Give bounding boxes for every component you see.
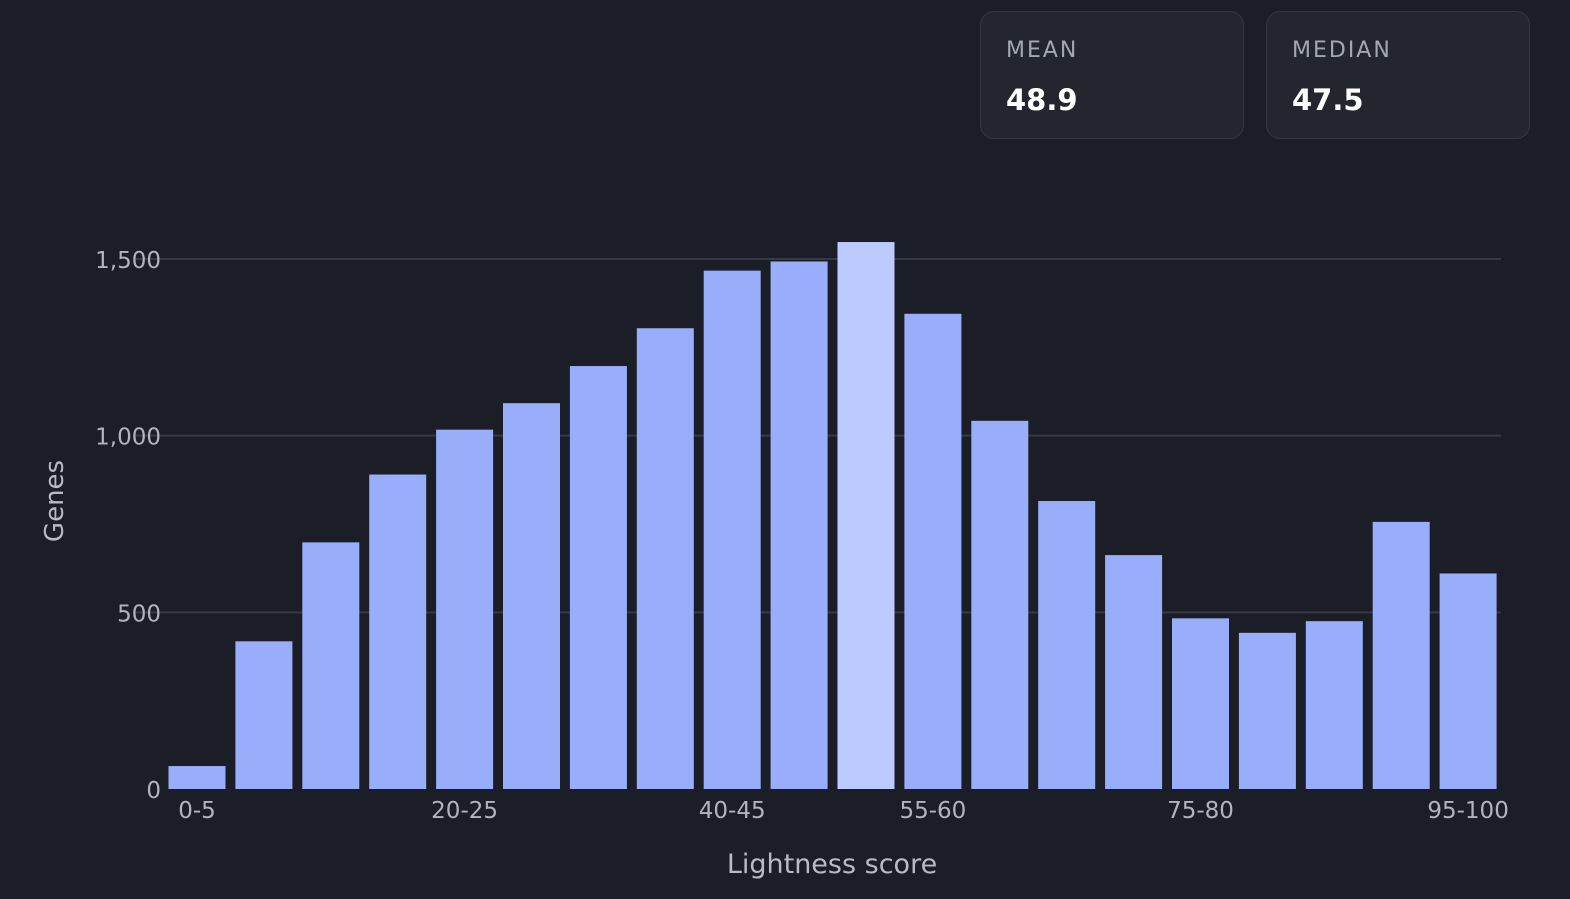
bar-40-45[interactable] — [703, 270, 761, 789]
median-value: 47.5 — [1292, 83, 1364, 117]
bar-75-80[interactable] — [1172, 618, 1229, 789]
x-tick-labels: 0-5 20-25 40-45 55-60 75-80 95-100 — [178, 798, 1509, 824]
bar-20-25[interactable] — [436, 429, 494, 789]
bar-60-65[interactable] — [971, 420, 1029, 789]
x-tick-label: 0-5 — [178, 798, 216, 824]
x-axis-label: Lightness score — [727, 849, 937, 880]
mean-label: MEAN — [1006, 38, 1079, 63]
bar-45-50[interactable] — [770, 261, 828, 789]
bar-50-55[interactable] — [837, 242, 895, 790]
mean-value: 48.9 — [1006, 83, 1078, 117]
bar-55-60[interactable] — [904, 313, 962, 789]
y-tick-label: 0 — [146, 778, 161, 804]
y-tick-label: 1,000 — [95, 425, 161, 451]
bar-90-95[interactable] — [1372, 521, 1430, 789]
bar-85-90[interactable] — [1305, 621, 1363, 789]
bars — [168, 242, 1497, 790]
bar-30-35[interactable] — [569, 366, 627, 789]
bar-10-15[interactable] — [302, 542, 360, 789]
y-axis-label: Genes — [40, 460, 70, 542]
bar-70-75[interactable] — [1105, 555, 1163, 789]
x-tick-label: 20-25 — [431, 798, 498, 824]
bar-5-10[interactable] — [235, 641, 293, 789]
x-tick-label: 55-60 — [899, 798, 966, 824]
bar-65-70[interactable] — [1038, 501, 1096, 789]
y-tick-labels: 0 500 1,000 1,500 — [95, 248, 161, 804]
x-tick-label: 95-100 — [1427, 798, 1508, 824]
median-stat-card: MEDIAN 47.5 — [1266, 11, 1530, 139]
bar-15-20[interactable] — [369, 474, 427, 789]
y-tick-label: 1,500 — [95, 248, 161, 274]
x-tick-label: 40-45 — [699, 798, 766, 824]
bar-25-30[interactable] — [503, 403, 560, 789]
bar-95-100[interactable] — [1439, 573, 1497, 789]
bar-80-85[interactable] — [1238, 632, 1296, 789]
median-label: MEDIAN — [1292, 38, 1392, 63]
mean-stat-card: MEAN 48.9 — [980, 11, 1244, 139]
y-tick-label: 500 — [117, 601, 161, 627]
x-tick-label: 75-80 — [1167, 798, 1234, 824]
bar-0-5[interactable] — [168, 766, 226, 789]
bar-35-40[interactable] — [636, 328, 694, 789]
